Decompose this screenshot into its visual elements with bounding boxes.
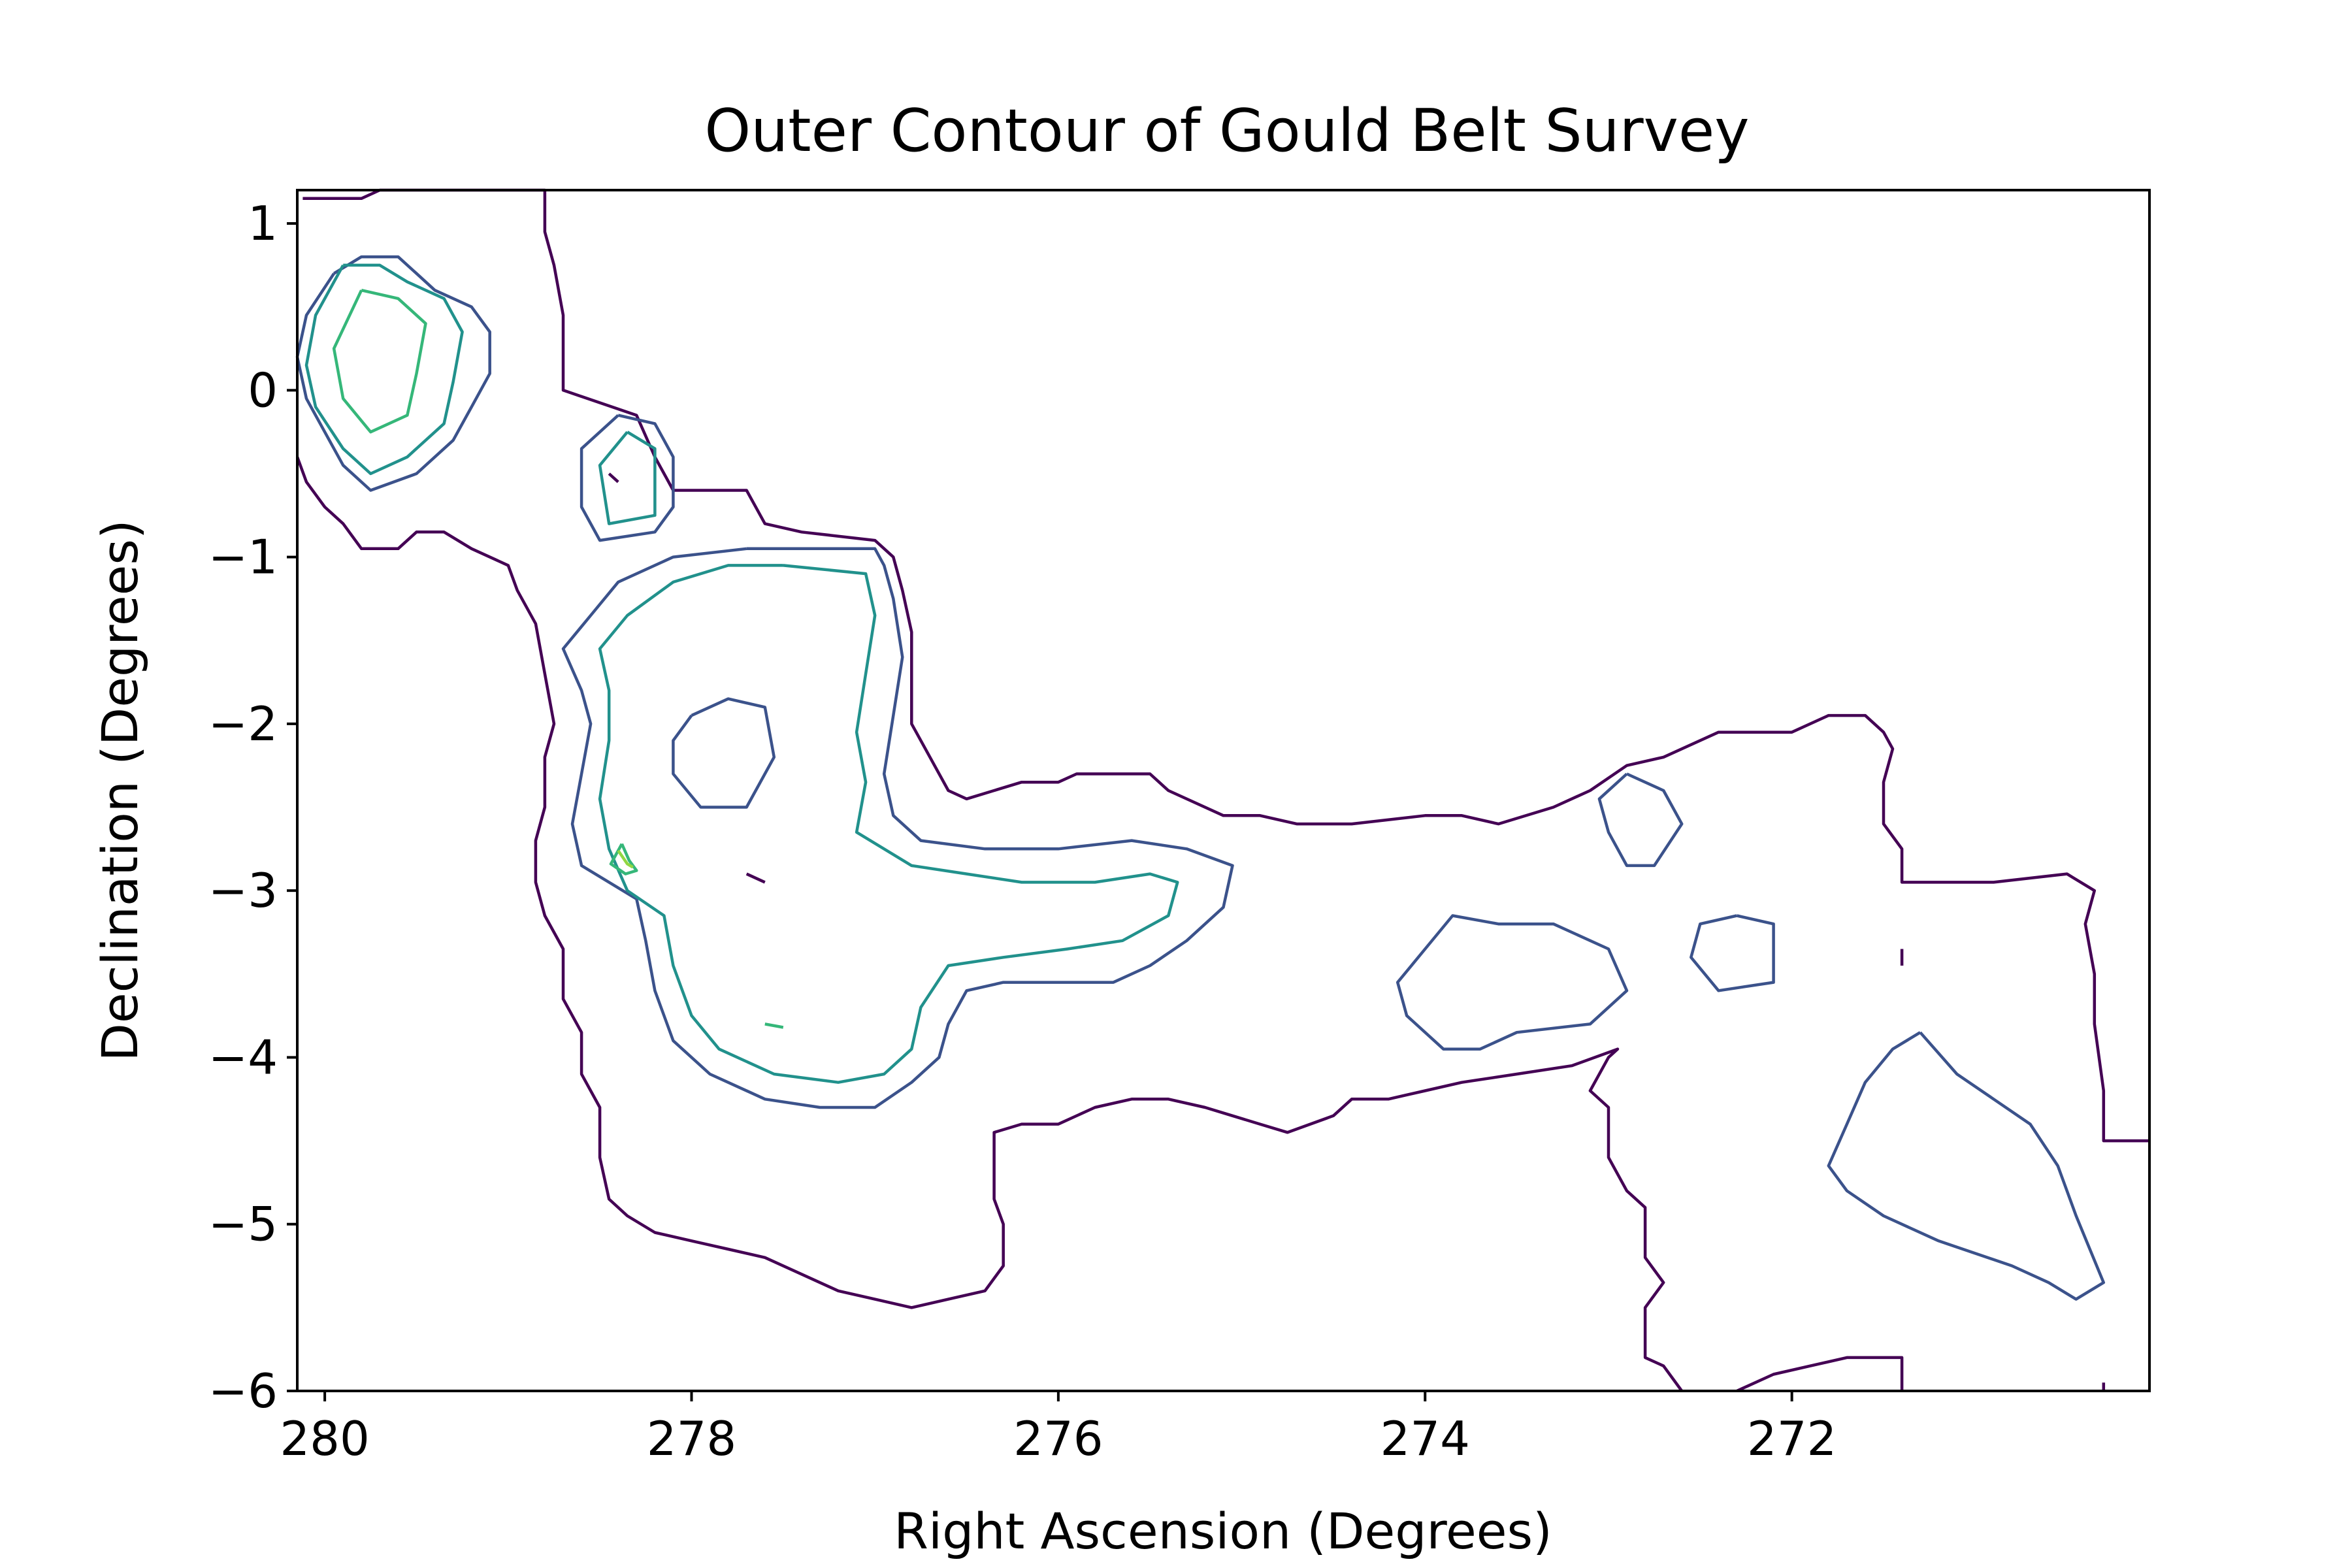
contour-level-2-path-2 <box>580 414 675 542</box>
contour-level-2-path-6 <box>1597 772 1684 868</box>
y-tick-label--4: −4 <box>208 1030 278 1085</box>
x-tick-label-274: 274 <box>1380 1411 1470 1466</box>
plot-frame <box>296 189 2151 1392</box>
contour-level-4-path-1 <box>332 289 427 434</box>
contour-level-5-path-1 <box>617 849 634 869</box>
contour-level-3-path-1 <box>304 263 464 476</box>
contour-level-1-path-7 <box>745 872 766 884</box>
x-tick-label-280: 280 <box>280 1411 369 1466</box>
x-tick-label-272: 272 <box>1747 1411 1837 1466</box>
y-tick-label--3: −3 <box>208 863 278 918</box>
y-tick-label--2: −2 <box>208 696 278 751</box>
chart-title: Outer Contour of Gould Belt Survey <box>704 97 1749 165</box>
contour-level-4-path-2 <box>609 843 638 875</box>
x-axis-ticks: 280 278 276 274 272 <box>280 1391 1837 1466</box>
contour-level-1-path-1 <box>302 188 2149 1143</box>
y-axis-label: Declination (Degrees) <box>91 519 149 1061</box>
contour-lines <box>295 188 2149 1393</box>
contour-level-2-path-5 <box>1396 914 1629 1051</box>
contour-level-4-path-3 <box>764 1022 784 1029</box>
contour-level-2-path-4 <box>672 697 776 809</box>
contour-level-3-path-2 <box>598 431 657 525</box>
x-axis-label: Right Ascension (Degrees) <box>894 1502 1552 1560</box>
y-tick-label--6: −6 <box>208 1364 278 1418</box>
contour-level-2-path-3 <box>561 547 1234 1109</box>
y-tick-label--1: −1 <box>208 530 278 585</box>
contour-level-2-path-7 <box>1690 914 1775 992</box>
contour-level-1-path-5 <box>608 472 619 483</box>
y-tick-label-1: 1 <box>248 196 278 251</box>
contour-level-2-path-1 <box>295 255 491 492</box>
x-tick-label-278: 278 <box>647 1411 736 1466</box>
y-tick-label-0: 0 <box>248 363 278 417</box>
contour-level-1-path-4 <box>295 456 1684 1392</box>
contour-level-2-path-8 <box>1827 1031 2106 1301</box>
contour-level-3-path-3 <box>598 564 1179 1084</box>
y-axis-ticks: 1 0 −1 −2 −3 −4 −5 −6 <box>208 196 297 1418</box>
y-tick-label--5: −5 <box>208 1197 278 1252</box>
contour-level-1-path-3 <box>1736 1356 1904 1393</box>
x-tick-label-276: 276 <box>1013 1411 1103 1466</box>
